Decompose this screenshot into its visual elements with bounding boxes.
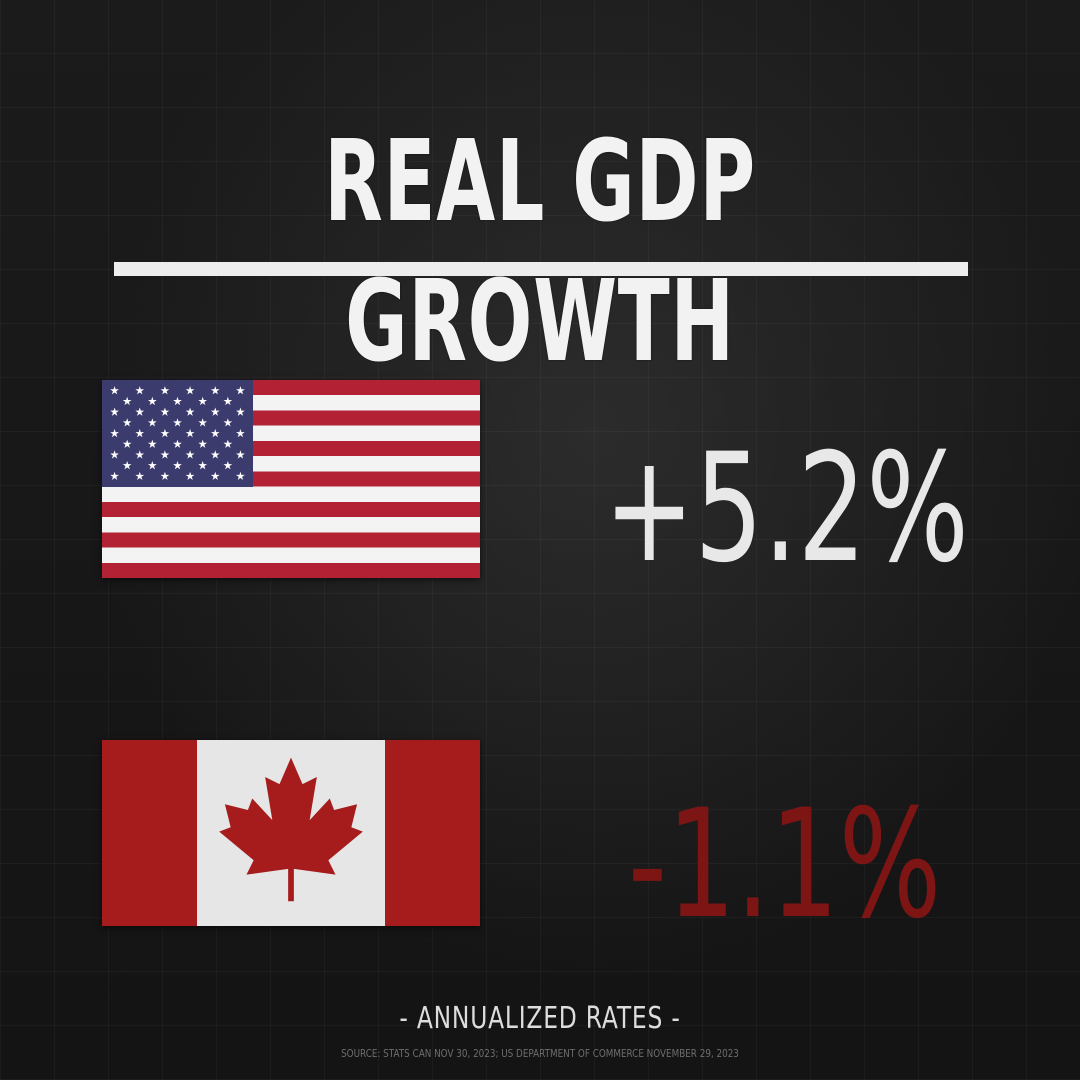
us-flag-star [185, 428, 195, 438]
canada-flag-center [197, 740, 385, 926]
us-flag-star [236, 450, 245, 459]
us-flag-star [185, 450, 195, 459]
us-flag-star [198, 396, 208, 406]
us-flag-icon [102, 380, 480, 578]
us-flag-star [110, 407, 119, 416]
us-flag-star [122, 439, 132, 448]
us-flag-star [147, 396, 157, 406]
us-flag-star [110, 471, 119, 481]
us-flag-star [135, 428, 145, 438]
canada-flag-left-band [102, 740, 197, 926]
us-flag-star [122, 418, 132, 427]
us-flag-star [147, 439, 157, 448]
us-flag-star [210, 471, 220, 481]
us-flag-star [122, 461, 132, 470]
maple-leaf-icon [219, 757, 363, 902]
us-flag-star [223, 396, 233, 406]
us-flag-star [110, 428, 119, 438]
us-flag-star [160, 450, 170, 459]
us-flag-star [110, 386, 119, 395]
us-flag-star [173, 418, 182, 427]
annualized-rates-note: - ANNUALIZED RATES - [399, 1001, 681, 1036]
us-growth-value: +5.2% [604, 422, 969, 596]
page-title: REAL GDP GROWTH [324, 117, 756, 387]
us-flag-star [122, 396, 132, 406]
us-flag-canton [102, 380, 253, 487]
us-flag-star [210, 386, 220, 395]
canada-flag-icon [102, 740, 480, 926]
us-flag-star [210, 450, 220, 459]
title-underline [114, 262, 968, 276]
us-flag-star [147, 418, 157, 427]
us-flag-star [173, 439, 182, 448]
us-flag-star [110, 450, 119, 459]
us-flag-star [185, 471, 195, 481]
us-flag-star [236, 407, 245, 416]
us-flag-star [198, 439, 208, 448]
source-citation: SOURCE: STATS CAN NOV 30, 2023; US DEPAR… [341, 1047, 739, 1060]
us-flag-star [236, 471, 245, 481]
us-flag-star [236, 428, 245, 438]
us-flag-star [147, 461, 157, 470]
us-flag-star [223, 439, 233, 448]
us-flag-star [185, 407, 195, 416]
us-flag-star [135, 386, 145, 395]
us-flag-star [185, 386, 195, 395]
us-flag-star [223, 418, 233, 427]
us-flag-star [135, 471, 145, 481]
us-flag-star [135, 407, 145, 416]
us-flag-star [173, 396, 182, 406]
us-flag-star [173, 461, 182, 470]
us-flag-star [236, 386, 245, 395]
us-flag-star [160, 386, 170, 395]
us-flag-star [210, 428, 220, 438]
us-flag-star [160, 471, 170, 481]
us-flag-star [198, 418, 208, 427]
us-flag-star [223, 461, 233, 470]
canada-flag-right-band [385, 740, 480, 926]
us-flag-star [135, 450, 145, 459]
us-flag-star [160, 407, 170, 416]
us-flag-star [210, 407, 220, 416]
us-flag-stars [110, 386, 245, 481]
us-flag-star [160, 428, 170, 438]
us-flag-star [198, 461, 208, 470]
canada-growth-value: -1.1% [628, 778, 942, 952]
